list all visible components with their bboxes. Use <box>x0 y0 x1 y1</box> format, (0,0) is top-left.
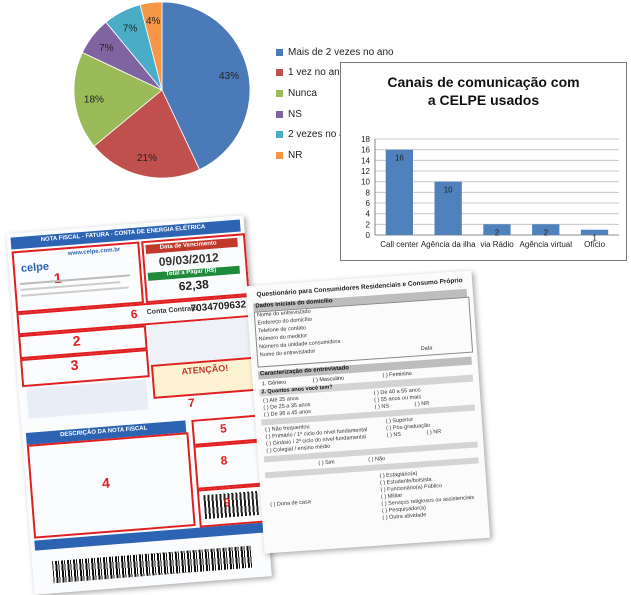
y-tick-label: 4 <box>366 210 371 219</box>
bar-value-label: 16 <box>395 154 404 163</box>
marker-5: 5 <box>219 421 228 436</box>
marker-7: 7 <box>187 395 196 411</box>
bar-chart: Canais de comunicação com a CELPE usados… <box>340 62 627 261</box>
pie-label-1: 43% <box>219 71 239 82</box>
form-option-23: ( ) Dona de casa <box>270 499 312 509</box>
bill-box-8 <box>193 440 265 490</box>
bar-value-label: 2 <box>495 228 500 237</box>
form-option-2: ( ) Feminino <box>382 370 412 379</box>
bar-chart-title: Canais de comunicação com a CELPE usados <box>341 73 626 109</box>
bar-value-label: 10 <box>444 186 453 195</box>
marker-1: 1 <box>53 269 63 287</box>
form-date-label: Data <box>420 345 433 353</box>
y-tick-label: 2 <box>366 220 371 229</box>
form-option-18: ( ) Sim <box>318 459 335 467</box>
marker-6: 6 <box>130 306 139 322</box>
pie-legend-item: NS <box>276 104 394 125</box>
legend-swatch <box>276 89 283 97</box>
pie-label-3: 18% <box>84 95 104 106</box>
legend-label: 2 vezes no ano <box>288 129 356 141</box>
y-tick-label: 14 <box>361 156 370 165</box>
form-option-15: ( ) NS <box>386 431 402 439</box>
form-option-8: ( ) NS <box>374 403 390 411</box>
pie-slice-3 <box>73 51 163 147</box>
bar-chart-title-line-2: a CELPE usados <box>427 92 540 108</box>
bar-1 <box>385 149 413 235</box>
y-tick-label: 0 <box>366 231 371 240</box>
x-tick-label: via Rádio <box>480 240 514 249</box>
pie-legend-item: NR <box>276 145 394 166</box>
pie-legend-item: Nunca <box>276 83 394 104</box>
x-tick-label: Ofício <box>584 240 605 249</box>
electricity-bill-document: NOTA FISCAL - FATURA - CONTA DE ENERGIA … <box>6 215 272 595</box>
legend-swatch <box>276 110 283 118</box>
y-tick-label: 8 <box>366 188 371 197</box>
form-question-1: 1. Gênero <box>261 379 287 388</box>
legend-label: NR <box>288 149 303 161</box>
pie-slice-2 <box>93 89 201 179</box>
form-option-16: ( ) NR <box>426 428 442 436</box>
bill-box-4 <box>26 432 196 539</box>
legend-swatch <box>276 48 283 56</box>
pie-chart: 43% 21% 18% 7% 7% 4% Mais de 2 vezes no ano 1 … <box>0 0 631 200</box>
x-tick-label: Agência da ilha <box>421 240 476 249</box>
legend-swatch <box>276 151 283 159</box>
legend-label: Mais de 2 vezes no ano <box>288 46 394 58</box>
marker-2: 2 <box>72 332 82 349</box>
celpe-logo: celpe <box>20 260 50 275</box>
bar-value-label: 2 <box>544 228 549 237</box>
bar-5 <box>580 229 609 235</box>
marker-8: 8 <box>220 453 228 468</box>
total-amount: 62,38 <box>178 277 210 294</box>
pie-chart-svg: 43% 21% 18% 7% 7% 4% <box>73 1 251 179</box>
y-tick-label: 18 <box>361 135 370 144</box>
legend-label: 1 vez no ano <box>288 67 346 79</box>
form-option-1: ( ) Masculino <box>312 375 345 384</box>
pie-slice-6 <box>139 1 163 91</box>
bill-barcode <box>51 545 254 584</box>
questionnaire-document: Questionário para Consumidores Residenci… <box>245 270 491 554</box>
bar-4 <box>532 224 560 235</box>
pie-slice-1 <box>161 1 251 171</box>
y-tick-label: 12 <box>361 167 370 176</box>
bar-2 <box>434 181 462 235</box>
pie-legend-item: 2 vezes no ano <box>276 124 394 145</box>
pie-label-2: 21% <box>137 153 157 164</box>
y-tick-label: 6 <box>366 199 371 208</box>
attention-text: ATENÇÃO! <box>181 362 229 377</box>
y-tick-label: 16 <box>361 146 370 155</box>
bar-value-label: 1 <box>592 234 597 243</box>
legend-label: Nunca <box>288 87 317 99</box>
marker-3: 3 <box>70 356 80 374</box>
bar-3 <box>483 224 511 235</box>
bill-box-9 <box>196 484 268 528</box>
form-option-19: ( ) Não <box>368 455 386 464</box>
pie-legend: Mais de 2 vezes no ano 1 vez no ano Nunca N… <box>276 42 394 166</box>
x-tick-label: Agência virtual <box>520 240 573 249</box>
legend-label: NS <box>288 108 302 120</box>
bar-chart-title-line-1: Canais de comunicação com <box>387 74 580 90</box>
attention-box: ATENÇÃO! <box>150 356 258 399</box>
marker-4: 4 <box>101 474 111 492</box>
pie-label-4: 7% <box>99 43 114 54</box>
form-option-9: ( ) NR <box>414 400 430 408</box>
pie-label-6: 4% <box>146 16 161 27</box>
legend-swatch <box>276 69 283 77</box>
pie-legend-item: Mais de 2 vezes no ano <box>276 42 394 63</box>
x-tick-label: Call center <box>380 240 419 249</box>
y-tick-label: 10 <box>361 178 370 187</box>
marker-9: 9 <box>223 495 232 510</box>
legend-swatch <box>276 131 283 139</box>
pie-label-5: 7% <box>123 23 138 34</box>
pie-legend-item: 1 vez no ano <box>276 63 394 84</box>
